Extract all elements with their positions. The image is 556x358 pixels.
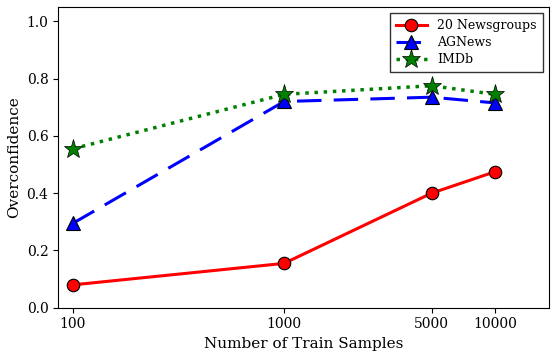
20 Newsgroups <box>428 191 435 195</box>
Line: AGNews: AGNews <box>66 90 502 230</box>
Legend: 20 Newsgroups, AGNews, IMDb: 20 Newsgroups, AGNews, IMDb <box>390 13 543 72</box>
AGNews <box>428 95 435 99</box>
AGNews <box>70 221 76 226</box>
Line: 20 Newsgroups: 20 Newsgroups <box>67 165 502 291</box>
20 Newsgroups <box>70 283 76 287</box>
X-axis label: Number of Train Samples: Number of Train Samples <box>204 337 403 351</box>
20 Newsgroups <box>281 261 287 266</box>
IMDb <box>70 147 76 151</box>
AGNews <box>281 99 287 103</box>
IMDb <box>428 83 435 88</box>
AGNews <box>492 101 499 105</box>
IMDb <box>281 92 287 96</box>
IMDb <box>492 92 499 96</box>
Y-axis label: Overconfidence: Overconfidence <box>7 97 21 218</box>
20 Newsgroups <box>492 170 499 174</box>
Line: IMDb: IMDb <box>63 76 505 159</box>
